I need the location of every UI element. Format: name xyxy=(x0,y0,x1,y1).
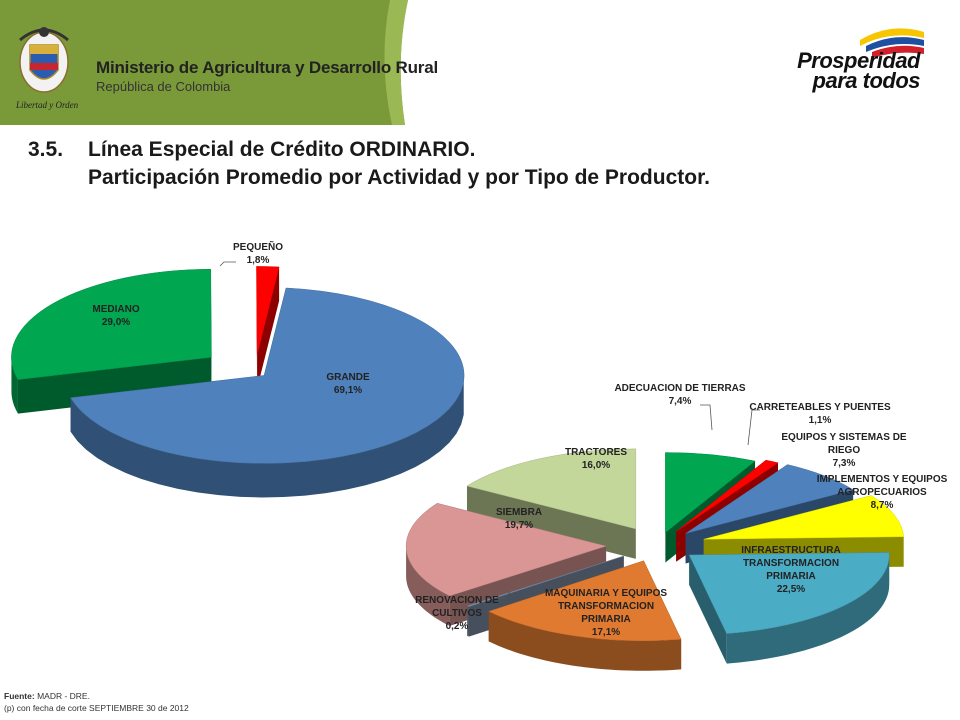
pie2-label-2: EQUIPOS Y SISTEMAS DE RIEGO xyxy=(781,432,907,456)
pie2-leader-0 xyxy=(700,404,713,431)
pie2-value-8: 16,0% xyxy=(582,460,610,471)
pie1-value-2: 1,8% xyxy=(247,255,270,266)
pie2-slice-0 xyxy=(665,452,756,534)
pie2-label-0: ADECUACION DE TIERRAS xyxy=(614,383,745,394)
header-band xyxy=(0,0,408,125)
ministry-name: Ministerio de Agricultura y Desarrollo R… xyxy=(96,58,438,77)
pie1-label-0: GRANDE xyxy=(326,372,370,383)
pie2-leader-6 xyxy=(498,591,511,599)
pie1-value-0: 69,1% xyxy=(334,385,362,396)
footer-source-value: MADR - DRE. xyxy=(37,691,90,701)
slogan-line-2: para todos xyxy=(812,68,921,93)
pie1-label-2: PEQUEÑO xyxy=(233,240,283,253)
pie2-value-6: 0,2% xyxy=(446,621,469,632)
pie1-slice-1 xyxy=(11,268,212,380)
pie2-label-6: RENOVACION DE CULTIVOS xyxy=(415,595,499,619)
header-background xyxy=(0,0,408,125)
pie1-value-1: 29,0% xyxy=(102,317,130,328)
pie-chart-actividad: ADECUACION DE TIERRAS 7,4% CARRETEABLES Y … xyxy=(405,383,948,671)
pie2-value-2: 7,3% xyxy=(833,458,856,469)
pie2-value-4: 22,5% xyxy=(777,584,805,595)
pie2-label-3: IMPLEMENTOS Y EQUIPOS AGROPECUARIOS xyxy=(817,474,948,498)
pie2-label-7: SIEMBRA xyxy=(496,507,542,518)
pie1-leader-2 xyxy=(219,261,236,267)
footer-source-label: Fuente: xyxy=(4,691,35,701)
coat-of-arms-icon xyxy=(19,27,69,93)
pie2-label-1: CARRETEABLES Y PUENTES xyxy=(749,402,891,413)
pie2-label-8: TRACTORES xyxy=(565,447,627,458)
pie2-label-5: MAQUINARIA Y EQUIPOS TRANSFORMACION PRIMAR… xyxy=(545,588,667,625)
pie2-slice-3 xyxy=(703,495,904,540)
pie2-slice-4 xyxy=(688,552,890,634)
country-name: República de Colombia xyxy=(96,79,231,94)
slogan-line-1: Prosperidad xyxy=(797,48,920,73)
pie2-value-0: 7,4% xyxy=(669,396,692,407)
pie2-value-1: 1,1% xyxy=(809,415,832,426)
pie1-label-1: MEDIANO xyxy=(92,304,139,315)
pie1-slice-2 xyxy=(256,266,280,355)
pie2-value-3: 8,7% xyxy=(871,500,894,511)
footer-source: Fuente: MADR - DRE. xyxy=(4,691,90,701)
header-band-edge xyxy=(384,0,408,125)
motto: Libertad y Orden xyxy=(16,100,79,110)
footer-note: (p) con fecha de corte SEPTIEMBRE 30 de … xyxy=(4,703,189,713)
slogan-stripes-icon xyxy=(860,28,924,58)
pie2-slice-side-8 xyxy=(466,486,636,559)
pie1-slice-0 xyxy=(70,287,465,464)
pie2-value-7: 19,7% xyxy=(505,520,533,531)
pie2-slice-6 xyxy=(466,555,624,607)
pie2-value-5: 17,1% xyxy=(592,627,620,638)
slide-title-line-2: Participación Promedio por Actividad y p… xyxy=(88,166,710,189)
pie2-slice-8 xyxy=(466,448,637,530)
slide-number: 3.5. xyxy=(28,138,64,161)
pie2-slice-1 xyxy=(676,459,779,532)
pie2-slice-5 xyxy=(488,560,682,642)
header-banner: Ministerio de Agricultura y Desarrollo R… xyxy=(0,0,960,125)
pie2-leader-1 xyxy=(747,409,760,446)
pie2-slice-2 xyxy=(685,464,854,534)
pie2-label-4: INFRAESTRUCTURA TRANSFORMACION PRIMARIA xyxy=(741,545,840,582)
pie2-slice-7 xyxy=(405,502,607,597)
slide-title-line-1: Línea Especial de Crédito ORDINARIO. xyxy=(88,138,476,161)
pie-chart-productor: GRANDE 69,1% MEDIANO 29,0% PEQUEÑO 1,8% xyxy=(11,240,465,498)
